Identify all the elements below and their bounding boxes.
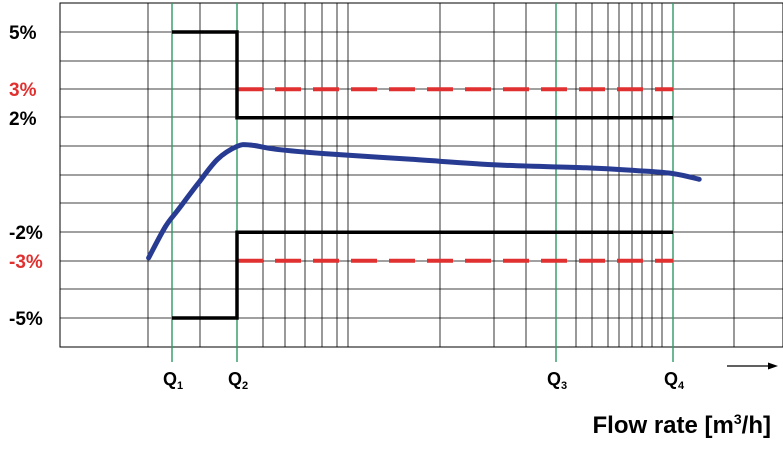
flow-point-lines — [171, 3, 674, 362]
q-letter: Q — [664, 369, 678, 389]
y-tick-label: 5% — [9, 23, 37, 44]
y-tick-label: 2% — [9, 109, 37, 130]
y-tick-label: 3% — [9, 80, 37, 101]
x-axis-arrow — [727, 362, 778, 370]
y-tick-labels: 5% 3% 2% -2% -3% -5% — [9, 23, 43, 330]
q-letter: Q — [228, 369, 242, 389]
q2-label: Q2 — [228, 369, 248, 392]
q1-label: Q1 — [163, 369, 183, 392]
limit-black-upper — [172, 30, 673, 120]
flow-point-labels: Q1 Q2 Q3 Q4 — [163, 369, 685, 392]
q-letter: Q — [547, 369, 561, 389]
q-subscript: 3 — [561, 380, 567, 392]
q-subscript: 1 — [177, 380, 183, 392]
q-subscript: 4 — [678, 380, 685, 392]
limit-lines — [172, 30, 673, 320]
error-curve — [146, 142, 702, 261]
x-axis-label: Flow rate [m3/h] — [593, 411, 771, 439]
error-curve-layer — [146, 142, 702, 261]
q-letter: Q — [163, 369, 177, 389]
y-tick-label: -5% — [9, 309, 43, 330]
y-tick-label: -2% — [9, 223, 43, 244]
limit-black-lower — [172, 230, 673, 320]
y-tick-label: -3% — [9, 252, 43, 273]
q4-label: Q4 — [664, 369, 685, 392]
q-subscript: 2 — [242, 380, 248, 392]
q3-label: Q3 — [547, 369, 567, 392]
